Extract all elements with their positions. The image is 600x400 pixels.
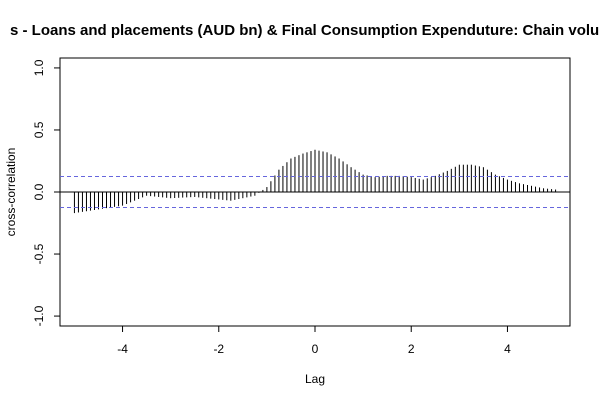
y-tick-label: 0.5 xyxy=(32,121,46,138)
chart-title: s - Loans and placements (AUD bn) & Fina… xyxy=(10,22,600,39)
x-axis: -4 -2 0 2 4 xyxy=(117,326,511,356)
y-tick-label: -0.5 xyxy=(32,243,46,264)
x-axis-label: Lag xyxy=(305,372,325,386)
x-tick-label: 4 xyxy=(504,342,511,356)
x-tick-label: 0 xyxy=(312,342,319,356)
y-tick-label: -1.0 xyxy=(32,305,46,326)
x-tick-label: -4 xyxy=(117,342,128,356)
x-tick-label: 2 xyxy=(408,342,415,356)
y-tick-label: 1.0 xyxy=(32,59,46,76)
ccf-bars xyxy=(73,149,557,214)
y-tick-label: 0.0 xyxy=(32,183,46,200)
y-axis-label: cross-correlation xyxy=(4,148,18,237)
x-tick-label: -2 xyxy=(213,342,224,356)
y-axis: -1.0 -0.5 0.0 0.5 1.0 xyxy=(32,59,60,326)
confidence-lines xyxy=(60,175,570,209)
